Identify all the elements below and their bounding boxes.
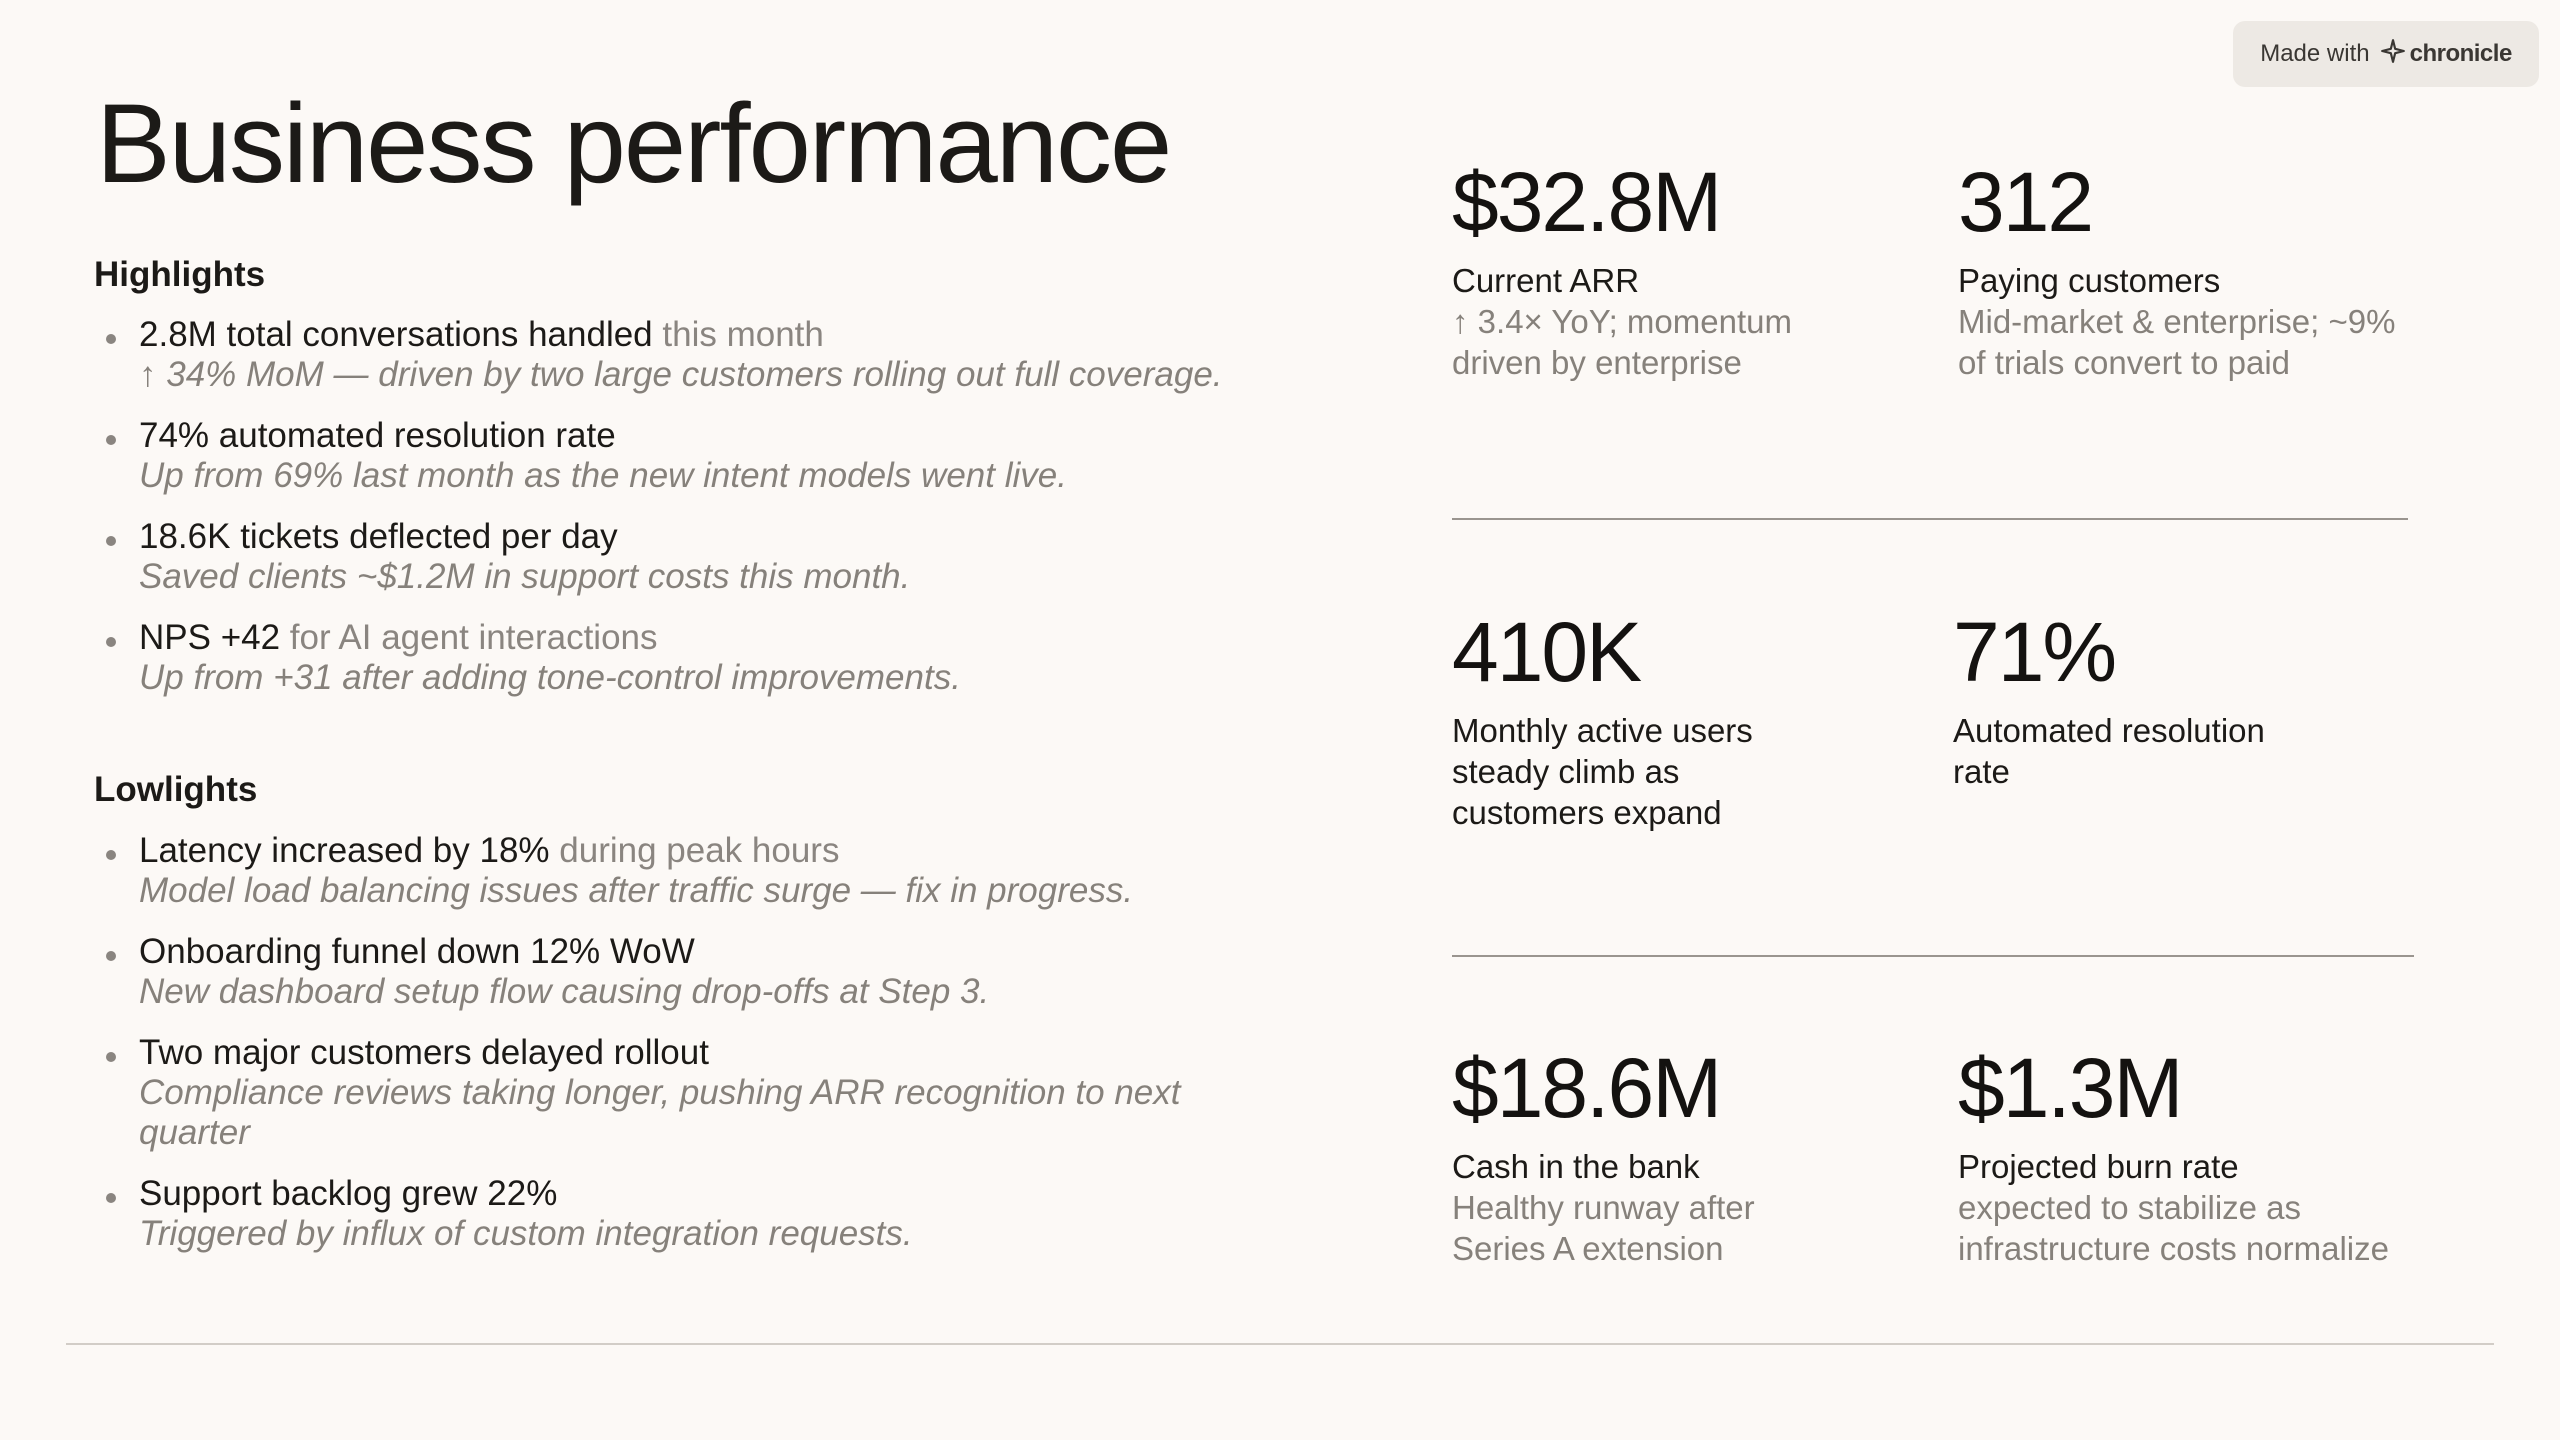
metric-value: 71%	[1953, 605, 2117, 699]
item-main: 2.8M total conversations handled	[139, 315, 653, 354]
divider	[1452, 518, 2408, 520]
made-with-badge[interactable]: Made with chronicle	[2233, 21, 2539, 87]
metric-label: Cash in the bank	[1452, 1148, 1700, 1185]
item-main: 18.6K tickets deflected per day	[139, 517, 618, 556]
metric-label: Automated resolution rate	[1953, 712, 2265, 790]
item-main: 74% automated resolution rate	[139, 416, 616, 455]
list-item: NPS +42 for AI agent interactions Up fro…	[94, 618, 1334, 698]
item-detail: Triggered by influx of custom integratio…	[139, 1214, 913, 1253]
brand-logo: chronicle	[2380, 38, 2512, 71]
list-item: 18.6K tickets deflected per day Saved cl…	[94, 517, 1334, 597]
item-main: NPS +42	[139, 618, 281, 657]
footer-divider	[66, 1343, 2494, 1345]
item-main: Latency increased by 18%	[139, 831, 550, 870]
metric-subtext: expected to stabilize as infrastructure …	[1958, 1189, 2389, 1267]
item-detail: Model load balancing issues after traffi…	[139, 871, 1134, 910]
item-suffix: this month	[652, 315, 824, 354]
metric-subtext: ↑ 3.4× YoY; momentum driven by enterpris…	[1452, 303, 1792, 381]
list-item: 74% automated resolution rate Up from 69…	[94, 416, 1334, 496]
metric-value: 410K	[1452, 605, 1642, 699]
metric-label: Paying customers	[1958, 262, 2221, 299]
item-main: Support backlog grew 22%	[139, 1174, 558, 1213]
metric-current-arr: $32.8M Current ARR ↑ 3.4× YoY; momentum …	[1452, 160, 1872, 383]
item-main: Two major customers delayed rollout	[139, 1033, 709, 1072]
metric-cash-in-bank: $18.6M Cash in the bank Healthy runway a…	[1452, 1046, 1872, 1269]
item-detail: Saved clients ~$1.2M in support costs th…	[139, 557, 911, 596]
made-with-text: Made with	[2260, 40, 2370, 67]
item-detail: Compliance reviews taking longer, pushin…	[139, 1073, 1181, 1152]
item-detail: Up from 69% last month as the new intent…	[139, 456, 1067, 495]
list-item: Onboarding funnel down 12% WoW New dashb…	[94, 932, 1334, 1012]
metric-monthly-active-users: 410K Monthly active users steady climb a…	[1452, 610, 1772, 833]
list-item: Support backlog grew 22% Triggered by in…	[94, 1174, 1334, 1254]
metric-projected-burn: $1.3M Projected burn rate expected to st…	[1958, 1046, 2428, 1269]
metric-label: Monthly active users steady climb as cus…	[1452, 712, 1753, 831]
metric-value: $1.3M	[1958, 1041, 2183, 1135]
metric-value: $18.6M	[1452, 1041, 1722, 1135]
list-item: Latency increased by 18% during peak hou…	[94, 831, 1334, 911]
metric-value: 312	[1958, 155, 2094, 249]
item-suffix: during peak hours	[549, 831, 840, 870]
metric-subtext: Healthy runway after Series A extension	[1452, 1189, 1755, 1267]
item-main: Onboarding funnel down 12% WoW	[139, 932, 695, 971]
metric-label: Projected burn rate	[1958, 1148, 2239, 1185]
item-detail: Up from +31 after adding tone-control im…	[139, 658, 961, 697]
metric-subtext: Mid-market & enterprise; ~9% of trials c…	[1958, 303, 2396, 381]
metric-paying-customers: 312 Paying customers Mid-market & enterp…	[1958, 160, 2428, 383]
lowlights-heading: Lowlights	[94, 770, 258, 809]
item-detail: New dashboard setup flow causing drop-of…	[139, 972, 990, 1011]
lowlights-list: Latency increased by 18% during peak hou…	[94, 831, 1334, 1275]
highlights-list: 2.8M total conversations handled this mo…	[94, 315, 1334, 719]
brand-name: chronicle	[2409, 40, 2513, 67]
list-item: 2.8M total conversations handled this mo…	[94, 315, 1334, 395]
item-suffix: for AI agent interactions	[280, 618, 658, 657]
sparkle-icon	[2380, 38, 2406, 71]
metric-automated-resolution: 71% Automated resolution rate	[1953, 610, 2293, 792]
item-detail: ↑ 34% MoM — driven by two large customer…	[139, 355, 1223, 394]
page-title: Business performance	[96, 81, 1172, 206]
highlights-heading: Highlights	[94, 255, 266, 294]
list-item: Two major customers delayed rollout Comp…	[94, 1033, 1334, 1153]
divider	[1452, 955, 2414, 957]
metric-value: $32.8M	[1452, 155, 1722, 249]
metric-label: Current ARR	[1452, 262, 1640, 299]
